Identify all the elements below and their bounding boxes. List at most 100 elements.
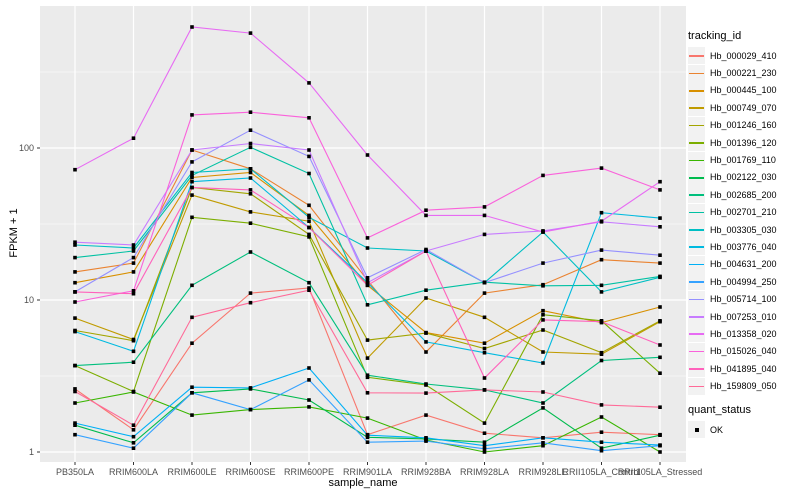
data-point [73, 401, 77, 405]
x-axis-title: sample_name [328, 477, 398, 489]
legend-key [688, 81, 705, 99]
data-point [658, 253, 662, 257]
data-point [424, 413, 428, 417]
legend-key [688, 273, 705, 291]
data-point [482, 450, 487, 454]
legend-item-label: Hb_000221_230 [710, 68, 777, 79]
x-tick-label: RRIM901LA [343, 467, 392, 477]
data-point [541, 441, 545, 445]
data-point [73, 387, 77, 391]
data-point [482, 213, 487, 218]
data-point [190, 385, 194, 389]
y-tick-label: 100 [19, 143, 34, 153]
legend-item: Hb_000445_100 [688, 81, 798, 99]
data-point [424, 208, 428, 212]
legend-line-swatch [689, 107, 704, 109]
data-point [482, 447, 487, 451]
data-point [248, 386, 253, 390]
x-tick-label: RRII105LA_Stressed [618, 467, 703, 477]
data-point [541, 401, 545, 405]
data-point [73, 300, 77, 304]
data-point [599, 350, 604, 355]
data-point [365, 375, 370, 380]
data-point [541, 390, 545, 394]
data-point [190, 283, 194, 288]
x-tick-label: PB350LA [56, 467, 94, 477]
data-point [424, 288, 428, 292]
legend-key [688, 99, 705, 117]
data-point [73, 167, 77, 172]
data-point [658, 433, 662, 437]
data-point [190, 25, 194, 29]
legend-key [688, 290, 705, 308]
data-point [131, 338, 136, 343]
data-point [73, 423, 77, 427]
y-tick-label: 1 [29, 447, 34, 457]
data-point [599, 283, 604, 288]
data-point [482, 376, 487, 380]
data-point [658, 188, 662, 192]
data-point [190, 391, 194, 395]
data-point [248, 250, 253, 254]
data-point [365, 356, 370, 360]
legend-quant-items: OK [688, 421, 798, 438]
data-point [658, 343, 662, 347]
data-point [658, 225, 662, 229]
data-point [131, 446, 136, 450]
data-point [424, 439, 428, 443]
legend-key [688, 308, 705, 326]
legend-line-swatch [689, 229, 704, 231]
legend-line-swatch [689, 263, 704, 266]
legend-line-swatch [689, 333, 704, 336]
data-point [190, 341, 194, 345]
grid-minor [40, 71, 686, 377]
data-point [131, 349, 136, 354]
data-point [365, 391, 370, 395]
data-point [190, 170, 194, 175]
data-point [482, 280, 487, 285]
legend-item-label: Hb_002685_200 [710, 189, 777, 200]
data-point [658, 371, 662, 375]
data-point [131, 428, 136, 432]
data-point [307, 232, 311, 237]
data-point [190, 113, 194, 117]
legend-title-tracking-id: tracking_id [688, 30, 742, 42]
data-point [482, 431, 487, 435]
legend-key [688, 255, 705, 273]
data-point [307, 171, 311, 176]
data-point [307, 213, 311, 218]
legend-key [688, 342, 705, 360]
data-point [131, 390, 136, 394]
legend-item-label: Hb_041895_040 [710, 363, 777, 374]
data-point [73, 290, 77, 294]
data-point [424, 436, 428, 440]
data-point [248, 167, 253, 171]
data-point [599, 248, 604, 252]
data-point [482, 421, 487, 425]
legend-tracking-items: Hb_000029_410 Hb_000221_230 Hb_000445_100 H… [688, 47, 798, 395]
data-point [599, 219, 604, 223]
data-point [190, 173, 194, 178]
legend-item: Hb_005714_100 [688, 290, 798, 308]
data-point [658, 275, 662, 280]
data-point [599, 448, 604, 453]
legend-item: Hb_001246_160 [688, 116, 798, 134]
legend-item: Hb_041895_040 [688, 360, 798, 378]
data-point [73, 432, 77, 437]
x-tick-label: RRIM928LE [518, 467, 567, 477]
data-point [73, 270, 77, 274]
legend-key [688, 168, 705, 186]
data-point [599, 403, 604, 407]
data-point [307, 398, 311, 402]
data-point [307, 286, 311, 290]
data-point [424, 350, 428, 354]
data-point [365, 373, 370, 377]
legend-line-swatch [689, 72, 704, 75]
data-point [541, 436, 545, 440]
legend-key [688, 238, 705, 256]
data-point [190, 160, 194, 164]
data-point [73, 240, 77, 244]
data-point [482, 315, 487, 320]
